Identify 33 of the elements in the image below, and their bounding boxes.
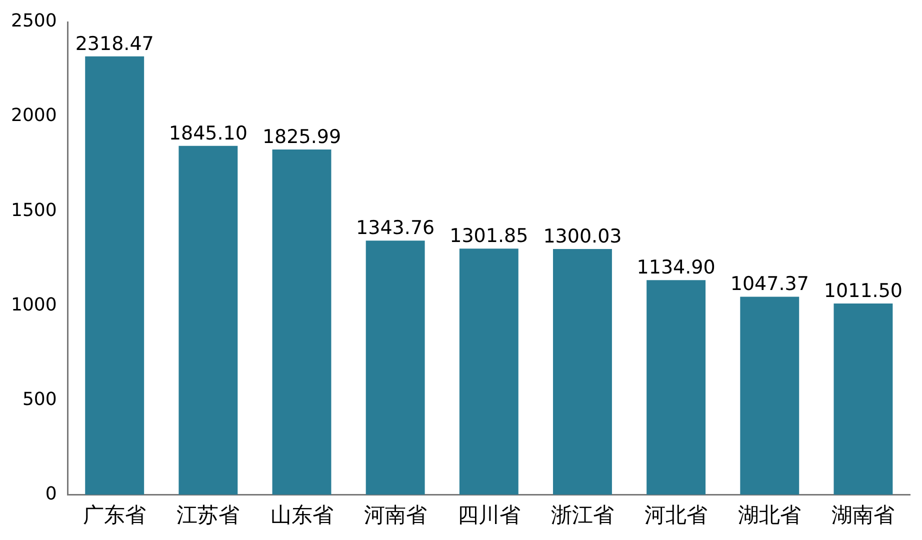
x-tick-label: 河南省 <box>364 502 427 527</box>
bar <box>366 240 425 495</box>
y-tick-label: 1000 <box>10 294 57 316</box>
x-tick-label: 浙江省 <box>550 502 614 527</box>
data-label: 1825.99 <box>262 126 342 148</box>
bar <box>272 149 332 495</box>
data-label: 1047.37 <box>730 273 809 296</box>
bar <box>646 280 706 495</box>
data-label: 1343.76 <box>356 217 435 240</box>
bar <box>178 146 238 495</box>
data-label: 1300.03 <box>543 225 622 248</box>
y-tick-label: 0 <box>45 483 57 504</box>
x-tick-label: 湖北省 <box>738 502 802 527</box>
data-label: 1845.10 <box>168 122 248 144</box>
x-tick-label: 四川省 <box>457 502 520 527</box>
bar <box>459 248 518 495</box>
data-label: 1134.90 <box>636 256 716 279</box>
data-label: 2318.47 <box>75 32 154 55</box>
bar <box>740 296 800 495</box>
x-tick-label: 河北省 <box>644 502 708 527</box>
x-tick-label: 江苏省 <box>176 502 240 527</box>
x-tick-label: 山东省 <box>270 502 334 527</box>
bar <box>834 304 893 495</box>
data-label: 1011.50 <box>824 280 902 302</box>
y-tick-label: 1500 <box>10 200 57 221</box>
y-tick-label: 500 <box>22 388 57 410</box>
y-tick-label: 2500 <box>10 10 57 32</box>
bar <box>553 248 612 495</box>
x-tick-label: 广东省 <box>83 502 146 527</box>
data-label: 1301.85 <box>450 225 528 248</box>
x-tick-label: 湖南省 <box>832 502 895 527</box>
y-tick-label: 2000 <box>10 105 57 126</box>
bar <box>85 56 144 495</box>
